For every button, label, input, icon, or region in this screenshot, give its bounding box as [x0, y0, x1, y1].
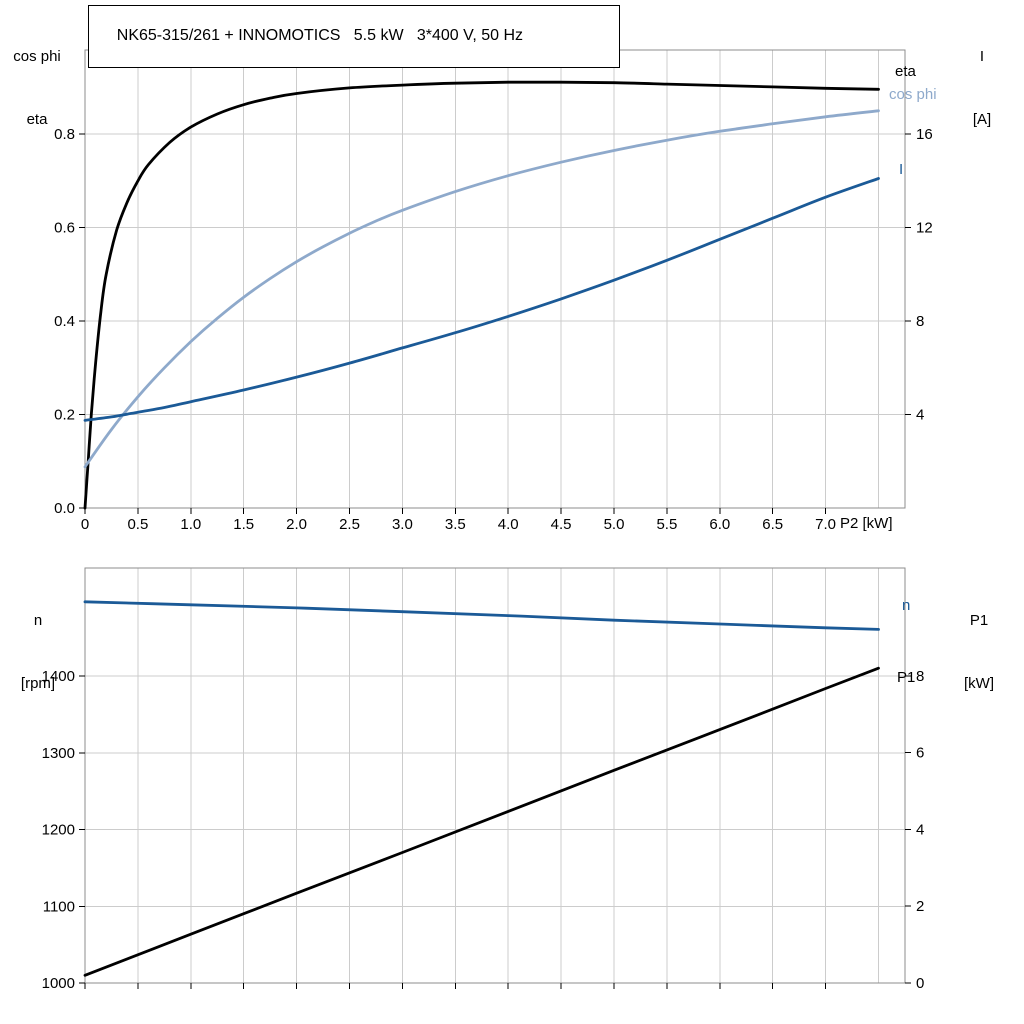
axis-title-line: n: [33, 612, 43, 629]
axis-title-line: eta: [26, 111, 48, 128]
left-tick-label: 0.0: [54, 500, 75, 517]
plot-border: [84, 567, 906, 984]
x-tick-label: 2.0: [286, 516, 307, 533]
x-tick-label: 4.0: [498, 516, 519, 533]
current-curve-label: I: [899, 161, 904, 178]
left-tick-label: 0.8: [54, 126, 75, 143]
right-tick-label: 6: [916, 745, 924, 762]
speed-curve-label: n: [902, 597, 911, 614]
axis-title-line: [rpm]: [20, 675, 56, 692]
right-tick-label: 0: [916, 975, 924, 992]
chart-title-box: NK65-315/261 + INNOMOTICS 5.5 kW 3*400 V…: [88, 5, 620, 68]
axis-title-line: [A]: [972, 111, 992, 128]
right-tick-label: 8: [916, 313, 924, 330]
x-tick-label: 3.5: [445, 516, 466, 533]
x-axis-unit-label: P2 [kW]: [840, 515, 893, 532]
P1-curve: [83, 666, 880, 977]
x-tick-label: 0.5: [127, 516, 148, 533]
right-tick-label: 12: [916, 220, 933, 237]
x-tick-label: 1.5: [233, 516, 254, 533]
axis-title-line: cos phi: [13, 48, 61, 65]
top-left-axis-title: cos phi eta: [4, 4, 70, 172]
axis-title-line: I: [979, 48, 985, 65]
bottom-left-axis-title: n [rpm]: [6, 568, 70, 736]
x-tick-label: 5.5: [656, 516, 677, 533]
right-tick-label: 16: [916, 126, 933, 143]
axis-title-line: P1: [969, 612, 989, 629]
eta-curve-label: eta: [895, 63, 916, 80]
top-right-axis-title: I [A]: [952, 4, 1012, 172]
p1-curve-label: P1: [897, 669, 916, 686]
right-tick-label: 4: [916, 821, 924, 838]
left-tick-label: 1000: [42, 975, 75, 992]
right-tick-label: 4: [916, 407, 924, 424]
n-curve: [83, 600, 880, 631]
right-tick-label: 8: [916, 668, 924, 685]
x-tick-label: 1.0: [180, 516, 201, 533]
axis-title-line: [kW]: [964, 675, 994, 692]
left-tick-label: 0.2: [54, 407, 75, 424]
left-tick-label: 0.4: [54, 313, 75, 330]
left-tick-label: 0.6: [54, 220, 75, 237]
x-tick-label: 6.0: [709, 516, 730, 533]
x-tick-label: 5.0: [604, 516, 625, 533]
left-tick-label: 1100: [43, 898, 75, 915]
speed-power-panel: 1000 1100 1200 1300 1400 0 2 4 6 8: [42, 567, 924, 992]
I-curve: [83, 177, 880, 422]
x-tick-label: 4.5: [551, 516, 572, 533]
x-tick-label: 6.5: [762, 516, 783, 533]
left-tick-label: 1300: [42, 745, 75, 762]
x-tick-label: 3.0: [392, 516, 413, 533]
bottom-right-axis-title: P1 [kW]: [948, 568, 1010, 736]
x-tick-label: 0: [81, 516, 89, 533]
left-tick-label: 1200: [42, 822, 75, 839]
right-tick-label: 2: [916, 898, 924, 915]
left-tick-label: 1400: [42, 668, 75, 685]
chart-title: NK65-315/261 + INNOMOTICS 5.5 kW 3*400 V…: [116, 27, 524, 44]
cos-phi-curve: [83, 109, 880, 469]
x-tick-label: 2.5: [339, 516, 360, 533]
x-tick-label: 7.0: [815, 516, 836, 533]
eta-curve: [83, 80, 880, 510]
motor-performance-panel: 0.0 0.2 0.4 0.6 0.8 4 8 12 16 0 0.5 1.0 1.5 2.0 2.5 3.0…: [54, 49, 933, 533]
cos-phi-curve-label: cos phi: [889, 86, 937, 103]
